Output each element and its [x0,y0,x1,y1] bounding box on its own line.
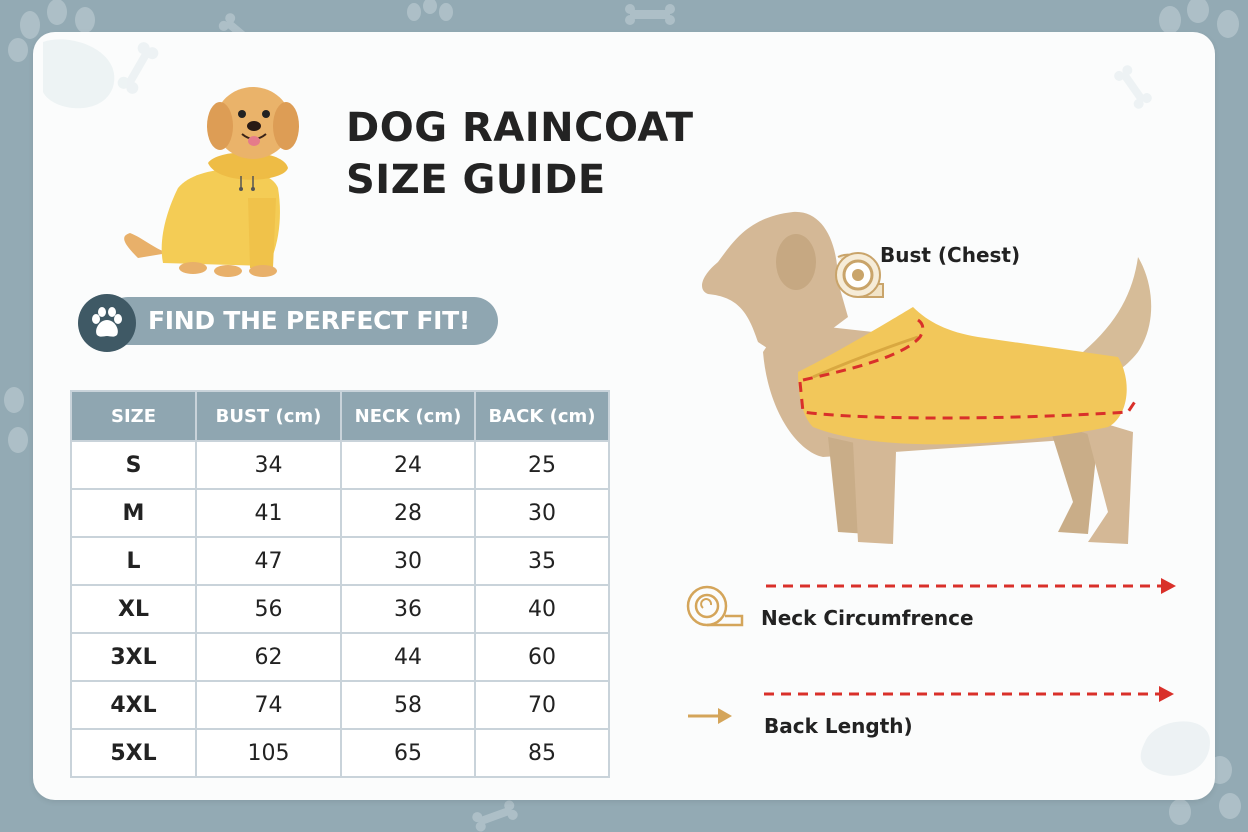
paw-decoration-icon [43,39,115,109]
bone-decoration-icon [117,42,159,94]
page-title: DOG RAINCOAT SIZE GUIDE [346,102,694,206]
table-row: 3XL 62 44 60 [70,632,610,682]
back-cell: 35 [474,536,610,586]
size-cell: 3XL [70,632,197,682]
bone-decoration-icon [1114,65,1152,109]
paw-decoration-icon [1159,0,1239,38]
bust-label: Bust (Chest) [880,243,1021,267]
banner-text: FIND THE PERFECT FIT! [148,306,470,335]
column-header-size: SIZE [70,390,197,442]
size-cell: S [70,440,197,490]
measuring-tape-icon [686,585,744,627]
neck-cell: 36 [340,584,476,634]
back-cell: 40 [474,584,610,634]
table-row: M 41 28 30 [70,488,610,538]
back-cell: 30 [474,488,610,538]
table-row: XL 56 36 40 [70,584,610,634]
size-guide-card: DOG RAINCOAT SIZE GUIDE FIND THE PERFECT… [33,32,1215,800]
back-cell: 60 [474,632,610,682]
back-measure-arrow [764,686,1174,702]
column-header-neck: NECK (cm) [340,390,476,442]
bone-decoration-icon [625,4,675,25]
title-line-2: SIZE GUIDE [346,157,606,203]
bust-cell: 56 [195,584,342,634]
find-fit-banner: FIND THE PERFECT FIT! [78,294,498,352]
size-cell: L [70,536,197,586]
bone-decoration-icon [472,800,518,832]
bust-cell: 62 [195,632,342,682]
size-cell: 4XL [70,680,197,730]
size-cell: XL [70,584,197,634]
measuring-tape-icon [835,252,884,298]
column-header-bust: BUST (cm) [195,390,342,442]
neck-label: Neck Circumfrence [761,606,974,630]
neck-cell: 28 [340,488,476,538]
neck-cell: 65 [340,728,476,778]
bust-cell: 34 [195,440,342,490]
neck-cell: 30 [340,536,476,586]
back-cell: 70 [474,680,610,730]
table-header-row: SIZE BUST (cm) NECK (cm) BACK (cm) [70,390,610,442]
paw-icon-badge [78,294,136,352]
neck-cell: 44 [340,632,476,682]
bust-cell: 47 [195,536,342,586]
back-label: Back Length) [764,714,913,738]
neck-measure-arrow [766,578,1176,594]
dog-measurement-diagram [702,211,1152,544]
banner-bar [104,297,498,345]
size-cell: 5XL [70,728,197,778]
bust-cell: 74 [195,680,342,730]
column-header-back: BACK (cm) [474,390,610,442]
dog-in-raincoat-illustration [124,87,299,277]
back-cell: 25 [474,440,610,490]
paw-decoration-icon [407,0,453,21]
neck-cell: 24 [340,440,476,490]
table-row: S 34 24 25 [70,440,610,490]
table-row: 4XL 74 58 70 [70,680,610,730]
arrow-right-icon [688,708,732,724]
paw-decoration-icon [4,387,28,453]
neck-cell: 58 [340,680,476,730]
table-row: L 47 30 35 [70,536,610,586]
paw-decoration-icon [1140,721,1210,776]
back-cell: 85 [474,728,610,778]
title-line-1: DOG RAINCOAT [346,105,694,151]
size-table: SIZE BUST (cm) NECK (cm) BACK (cm) S 34 … [70,390,610,778]
table-row: 5XL 105 65 85 [70,728,610,778]
paw-decoration-icon [8,0,95,62]
bust-cell: 105 [195,728,342,778]
size-cell: M [70,488,197,538]
paw-icon [92,307,122,337]
bust-cell: 41 [195,488,342,538]
